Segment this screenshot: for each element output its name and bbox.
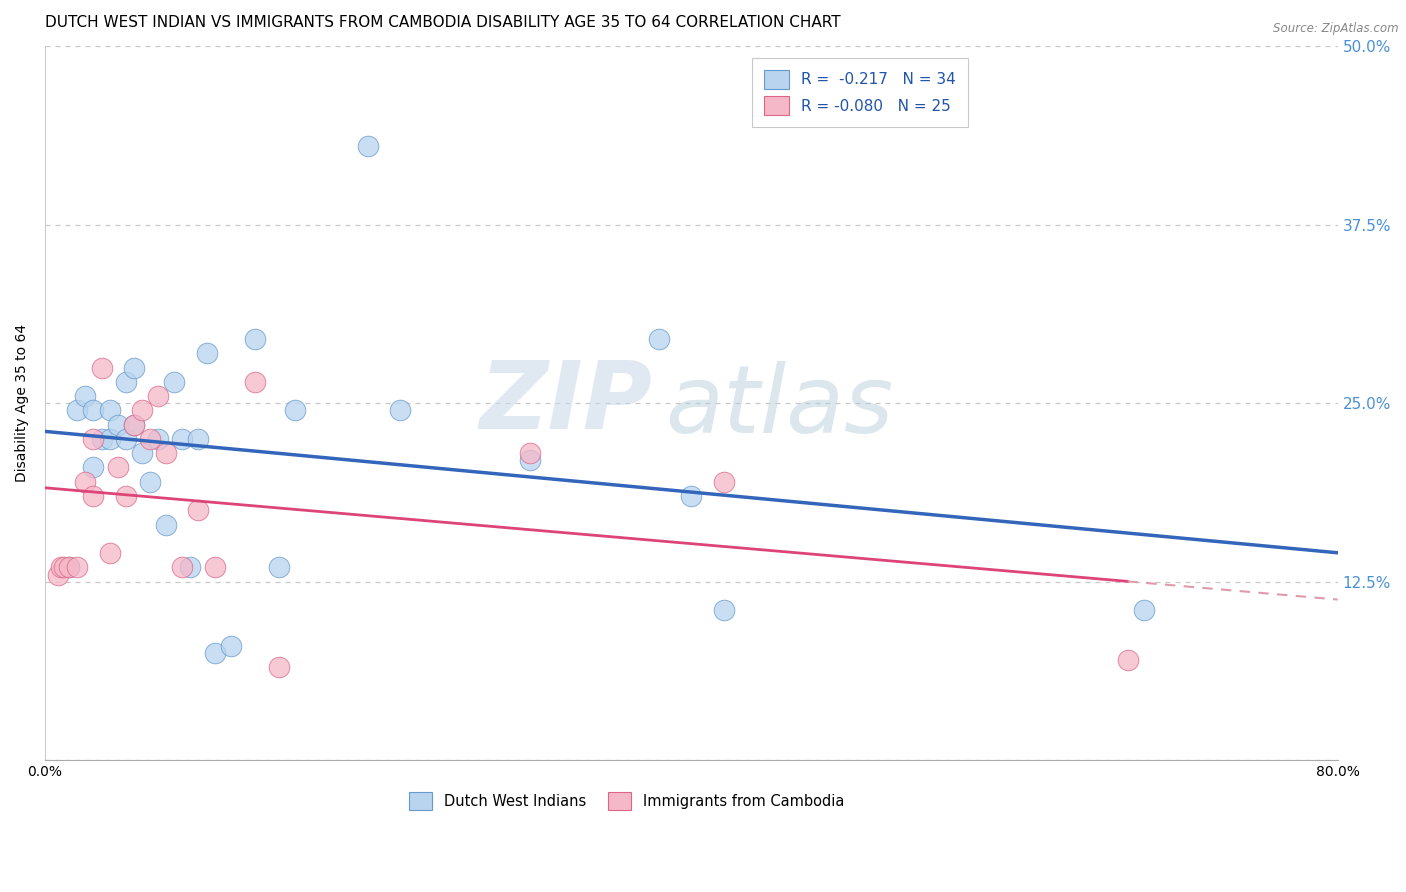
Point xyxy=(187,503,209,517)
Point xyxy=(98,403,121,417)
Point xyxy=(204,646,226,660)
Point xyxy=(90,432,112,446)
Point xyxy=(139,475,162,489)
Point xyxy=(98,432,121,446)
Point xyxy=(389,403,412,417)
Point xyxy=(648,332,671,346)
Y-axis label: Disability Age 35 to 64: Disability Age 35 to 64 xyxy=(15,324,30,483)
Point xyxy=(139,432,162,446)
Point xyxy=(155,517,177,532)
Point xyxy=(269,660,291,674)
Text: atlas: atlas xyxy=(665,361,894,452)
Point xyxy=(49,560,72,574)
Point xyxy=(155,446,177,460)
Point xyxy=(114,432,136,446)
Point xyxy=(46,567,69,582)
Point xyxy=(172,432,194,446)
Point xyxy=(122,417,145,432)
Text: DUTCH WEST INDIAN VS IMMIGRANTS FROM CAMBODIA DISABILITY AGE 35 TO 64 CORRELATIO: DUTCH WEST INDIAN VS IMMIGRANTS FROM CAM… xyxy=(45,15,841,30)
Point xyxy=(187,432,209,446)
Point xyxy=(713,603,735,617)
Point xyxy=(122,417,145,432)
Point xyxy=(122,360,145,375)
Point xyxy=(58,560,80,574)
Point xyxy=(114,489,136,503)
Point xyxy=(131,403,153,417)
Point xyxy=(82,403,104,417)
Point xyxy=(114,375,136,389)
Point xyxy=(163,375,186,389)
Point xyxy=(243,375,266,389)
Point xyxy=(195,346,218,360)
Point xyxy=(681,489,703,503)
Point xyxy=(75,475,97,489)
Point xyxy=(146,432,169,446)
Point xyxy=(713,475,735,489)
Point xyxy=(519,453,541,467)
Point xyxy=(219,639,242,653)
Text: ZIP: ZIP xyxy=(479,357,652,450)
Point xyxy=(1132,603,1154,617)
Point xyxy=(284,403,307,417)
Point xyxy=(172,560,194,574)
Point xyxy=(519,446,541,460)
Point xyxy=(90,360,112,375)
Point xyxy=(82,432,104,446)
Point xyxy=(1116,653,1139,667)
Point xyxy=(243,332,266,346)
Point xyxy=(107,417,129,432)
Text: Source: ZipAtlas.com: Source: ZipAtlas.com xyxy=(1274,22,1399,36)
Point xyxy=(146,389,169,403)
Point xyxy=(82,489,104,503)
Point xyxy=(269,560,291,574)
Legend: Dutch West Indians, Immigrants from Cambodia: Dutch West Indians, Immigrants from Camb… xyxy=(402,785,852,817)
Point xyxy=(179,560,201,574)
Point xyxy=(357,139,380,153)
Point xyxy=(75,389,97,403)
Point xyxy=(82,460,104,475)
Point xyxy=(58,560,80,574)
Point xyxy=(53,560,76,574)
Point xyxy=(66,560,89,574)
Point xyxy=(131,446,153,460)
Point xyxy=(98,546,121,560)
Point xyxy=(107,460,129,475)
Point xyxy=(66,403,89,417)
Point xyxy=(204,560,226,574)
